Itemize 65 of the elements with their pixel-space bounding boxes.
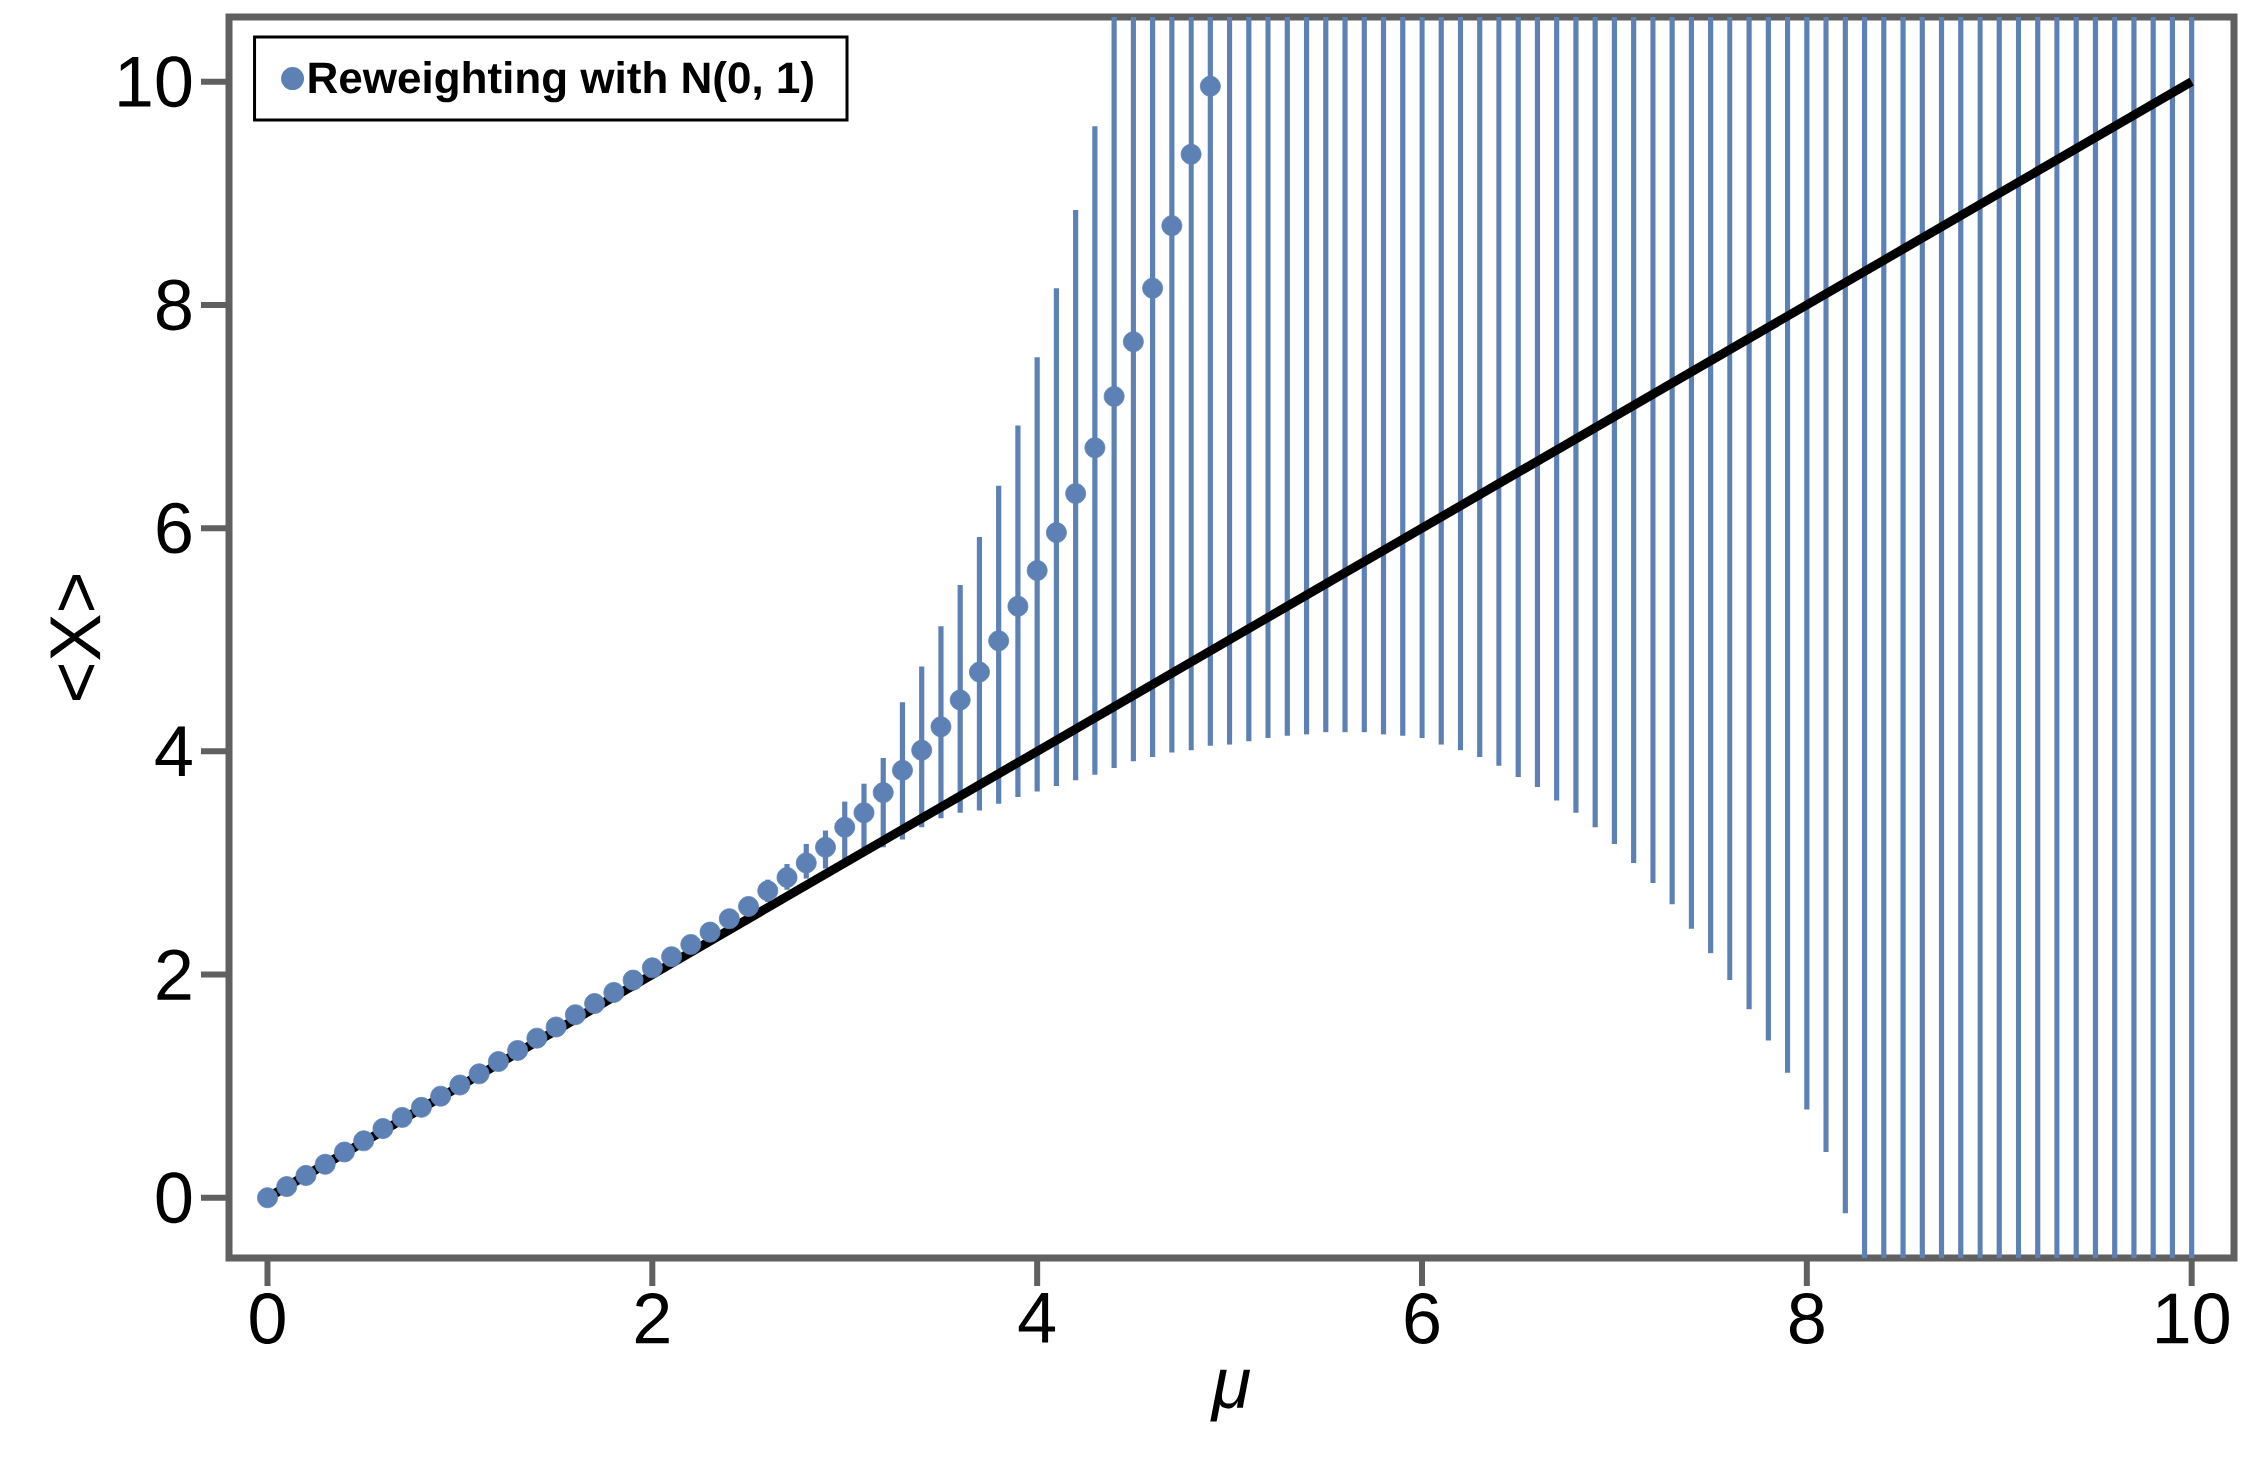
point xyxy=(988,630,1010,652)
point xyxy=(1007,595,1029,617)
x-tick-label: 2 xyxy=(635,1293,669,1344)
point xyxy=(411,1096,432,1118)
y-tick-label: 2 xyxy=(157,949,191,1000)
x-tick-label: 10 xyxy=(2157,1293,2229,1345)
point xyxy=(834,816,856,838)
point xyxy=(680,934,702,955)
x-tick-label: 6 xyxy=(1405,1293,1439,1345)
point xyxy=(738,896,759,917)
point xyxy=(526,1027,548,1049)
point xyxy=(815,836,836,858)
point xyxy=(776,867,798,888)
point xyxy=(257,1187,278,1209)
y-tick-label: 8 xyxy=(157,279,191,331)
point xyxy=(872,782,894,804)
point xyxy=(1065,483,1087,504)
y-tick-label: 10 xyxy=(119,56,192,108)
point xyxy=(334,1141,355,1163)
point xyxy=(622,969,644,991)
point xyxy=(468,1063,490,1085)
point xyxy=(930,716,952,738)
point xyxy=(949,689,971,711)
x-tick-label: 8 xyxy=(1789,1293,1824,1345)
point xyxy=(295,1165,317,1186)
point xyxy=(661,946,682,968)
point xyxy=(314,1153,336,1175)
point xyxy=(603,981,625,1003)
point xyxy=(892,759,913,781)
point xyxy=(584,993,605,1014)
point xyxy=(564,1004,586,1026)
point xyxy=(757,880,779,902)
point xyxy=(1026,560,1048,581)
legend-label: Reweighting with N(0, 1) xyxy=(309,61,813,103)
point xyxy=(1142,277,1164,299)
point xyxy=(449,1074,471,1096)
y-tick-label: 0 xyxy=(156,1172,192,1224)
point xyxy=(718,908,740,930)
point xyxy=(507,1040,529,1061)
point xyxy=(795,852,817,874)
point xyxy=(353,1130,375,1152)
point xyxy=(276,1176,298,1197)
point xyxy=(372,1118,394,1139)
point xyxy=(1122,331,1144,353)
x-axis-title: μ xyxy=(1210,1369,1251,1422)
point xyxy=(911,739,933,761)
point xyxy=(853,802,875,824)
point xyxy=(430,1085,452,1107)
point xyxy=(969,661,990,683)
point xyxy=(1103,386,1125,407)
x-tick-label: 4 xyxy=(1018,1293,1056,1343)
point xyxy=(1199,75,1221,97)
point xyxy=(545,1016,567,1038)
point xyxy=(699,921,721,943)
point xyxy=(1161,215,1183,237)
point xyxy=(487,1051,509,1072)
y-tick-label: 6 xyxy=(157,502,191,554)
point xyxy=(1084,437,1106,459)
y-axis-title: <X> xyxy=(50,574,101,701)
point xyxy=(391,1106,413,1128)
point xyxy=(1046,522,1067,543)
y-tick-label: 4 xyxy=(155,726,192,777)
point xyxy=(641,957,663,979)
point xyxy=(1180,143,1202,165)
x-tick-label: 0 xyxy=(250,1293,285,1345)
